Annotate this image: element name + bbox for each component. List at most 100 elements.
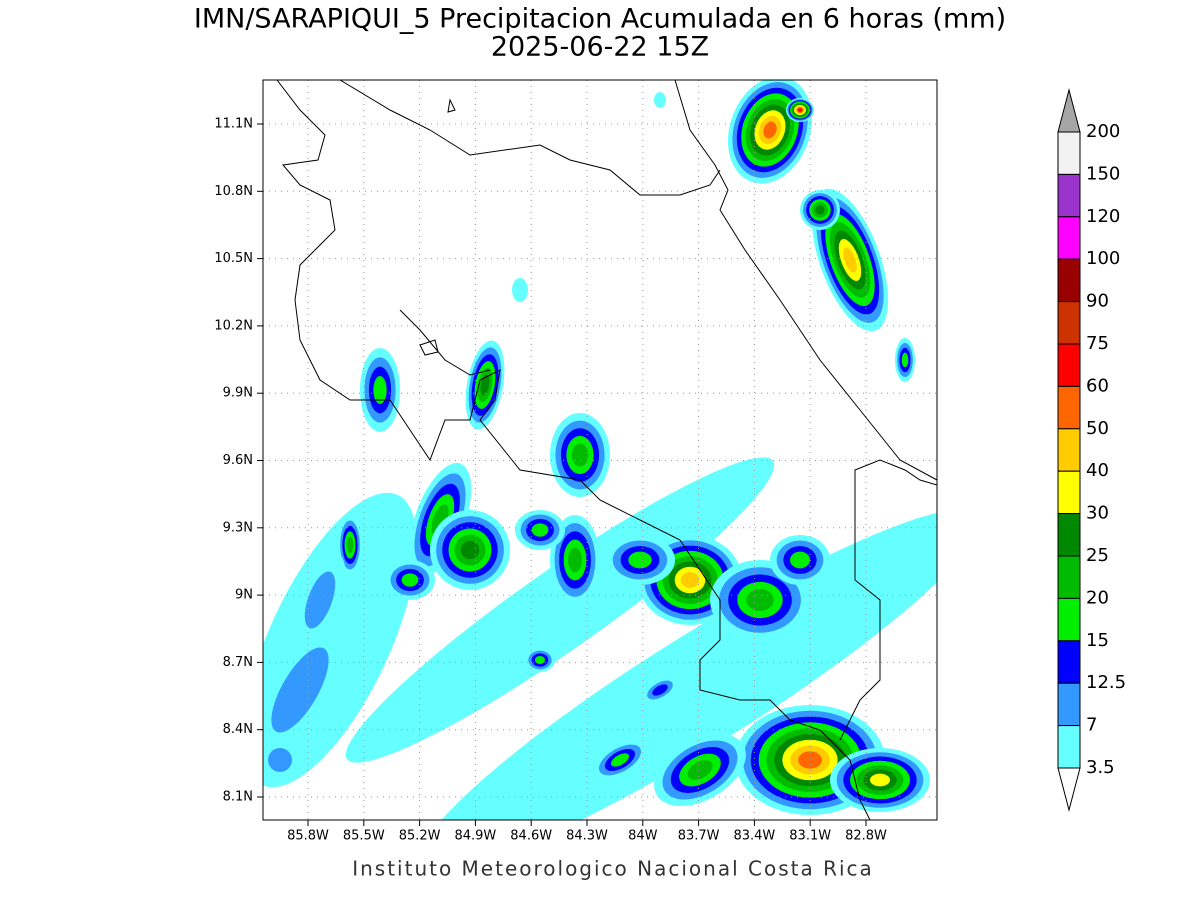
lon-tick-label: 83.7W (678, 829, 720, 844)
precip-area (654, 92, 666, 108)
precip-area (687, 760, 713, 780)
colorbar-box (1057, 597, 1081, 642)
colorbar-box (1057, 258, 1081, 303)
colorbar-box (1057, 725, 1081, 769)
precip-area (901, 352, 909, 368)
precip-area (480, 374, 490, 396)
colorbar-label: 50 (1086, 418, 1109, 439)
colorbar-box (1057, 640, 1081, 684)
colorbar-label: 40 (1086, 460, 1109, 481)
precip-area (568, 547, 582, 573)
lon-tick-label: 84W (628, 829, 658, 844)
subtitle: 2025-06-22 15Z (491, 32, 709, 63)
colorbar-label: 75 (1086, 333, 1109, 354)
coastline (839, 579, 881, 741)
lon-tick-label: 85.8W (287, 829, 329, 844)
colorbar-label: 12.5 (1086, 672, 1126, 693)
colorbar-box (1057, 216, 1081, 260)
precip-area (628, 551, 652, 569)
colorbar: 200 150 120 100 90 75 60 50 40 30 25 20 15 12.5 7 3.5 (1057, 88, 1126, 812)
lon-tick-label: 83.1W (789, 829, 831, 844)
lon-tick-label: 82.8W (845, 829, 887, 844)
precip-area (790, 551, 810, 569)
lon-tick-label: 84.6W (510, 829, 552, 844)
colorbar-box (1057, 131, 1081, 175)
coastline (399, 309, 491, 376)
lat-tick-label: 9.6N (223, 453, 253, 468)
lon-tick-label: 84.9W (454, 829, 496, 844)
colorbar-arrow (1057, 767, 1081, 812)
precip-area (271, 647, 329, 733)
lat-tick-label: 10.2N (214, 318, 253, 333)
colorbar-label: 15 (1086, 630, 1109, 651)
lat-tick-label: 8.1N (223, 790, 253, 805)
colorbar-box (1057, 343, 1081, 387)
precip-area (763, 121, 777, 139)
precip-area (346, 536, 354, 554)
precip-area (401, 573, 419, 587)
coastline (674, 80, 937, 481)
lon-tick-label: 84.3W (566, 829, 608, 844)
border (339, 80, 721, 196)
precip-area (680, 572, 700, 588)
precip-area (431, 504, 449, 536)
colorbar-label: 100 (1086, 248, 1120, 269)
colorbar-box (1057, 513, 1081, 557)
lat-tick-label: 8.7N (223, 655, 253, 670)
lake (419, 339, 439, 356)
lon-tick-label: 83.4W (733, 829, 775, 844)
precip-area (571, 443, 589, 467)
precip-area (531, 523, 549, 537)
lat-tick-label: 9.9N (223, 386, 253, 401)
colorbar-label: 20 (1086, 587, 1109, 608)
lon-tick-label: 85.5W (343, 829, 385, 844)
precip-area (460, 540, 480, 560)
colorbar-label: 25 (1086, 545, 1109, 566)
precip-area (843, 247, 857, 273)
lat-tick-label: 11.1N (214, 117, 253, 132)
island (447, 98, 456, 113)
precipitation (263, 80, 937, 820)
footer: Instituto Meteorologico Nacional Costa R… (352, 857, 874, 881)
colorbar-box (1057, 301, 1081, 345)
lon-tick-label: 85.2W (399, 829, 441, 844)
lat-tick-label: 8.4N (223, 722, 253, 737)
grid (263, 80, 937, 820)
precip-area (304, 571, 336, 629)
colorbar-box (1057, 555, 1081, 599)
colorbar-label: 3.5 (1086, 757, 1115, 778)
colorbar-box (1057, 385, 1081, 430)
coastline (276, 80, 871, 820)
colorbar-label: 7 (1086, 715, 1097, 736)
colorbar-label: 120 (1086, 206, 1120, 227)
axes: 85.8W 85.5W 85.2W 84.9W 84.6W 84.3W 84W 83.7W 83… (214, 117, 887, 844)
lat-tick-label: 10.5N (214, 251, 253, 266)
colorbar-arrow (1057, 88, 1081, 133)
colorbar-label: 90 (1086, 291, 1109, 312)
colorbar-box (1057, 428, 1081, 472)
precip-area (610, 753, 630, 767)
lat-tick-label: 10.8N (214, 184, 253, 199)
colorbar-label: 30 (1086, 503, 1109, 524)
colorbar-label: 150 (1086, 163, 1120, 184)
precip-area (512, 278, 528, 302)
precip-area (870, 773, 890, 787)
border (854, 459, 937, 580)
precip-area (815, 205, 825, 215)
map (263, 80, 937, 820)
colorbar-box (1057, 173, 1081, 218)
precip-area (798, 751, 822, 769)
colorbar-box (1057, 470, 1081, 515)
precip-area (535, 656, 545, 664)
precip-area (373, 376, 387, 404)
precip-area (652, 684, 668, 696)
map-frame (262, 79, 938, 821)
precip-area (798, 108, 802, 112)
precip-area (268, 748, 292, 772)
lat-tick-label: 9.3N (223, 520, 253, 535)
precip-area (746, 589, 774, 611)
title: IMN/SARAPIQUI_5 Precipitacion Acumulada … (194, 4, 1006, 35)
colorbar-label: 200 (1086, 121, 1120, 142)
colorbar-label: 60 (1086, 375, 1109, 396)
